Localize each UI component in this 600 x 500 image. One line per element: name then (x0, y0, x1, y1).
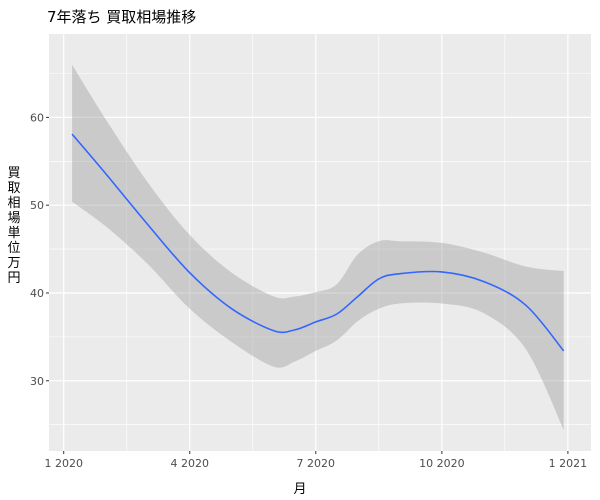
confidence-band (72, 64, 564, 430)
major-gridlines (49, 34, 591, 451)
plot-panel (49, 34, 591, 451)
x-tick-label: 1 2021 (549, 457, 588, 470)
y-tick-label: 60 (30, 111, 44, 124)
x-axis-label: 月 (293, 482, 307, 497)
x-tick-label: 1 2020 (44, 457, 83, 470)
x-tick-label: 7 2020 (297, 457, 336, 470)
x-tick-label: 4 2020 (171, 457, 210, 470)
y-axis-label: 買取相場 単位 万円 (7, 166, 34, 286)
chart-title: 7年落ち 買取相場推移 (47, 8, 197, 26)
x-tick-label: 10 2020 (419, 457, 465, 470)
smoothed-trend-line (71, 133, 565, 352)
y-tick-label: 50 (30, 199, 44, 212)
y-tick-label: 40 (30, 287, 44, 300)
y-tick-label: 30 (30, 375, 44, 388)
minor-gridlines (49, 34, 591, 451)
x-axis-ticks: 1 2020 4 2020 7 2020 10 2020 1 2021 (44, 451, 587, 470)
y-axis-ticks: 30 40 50 60 (30, 111, 49, 388)
